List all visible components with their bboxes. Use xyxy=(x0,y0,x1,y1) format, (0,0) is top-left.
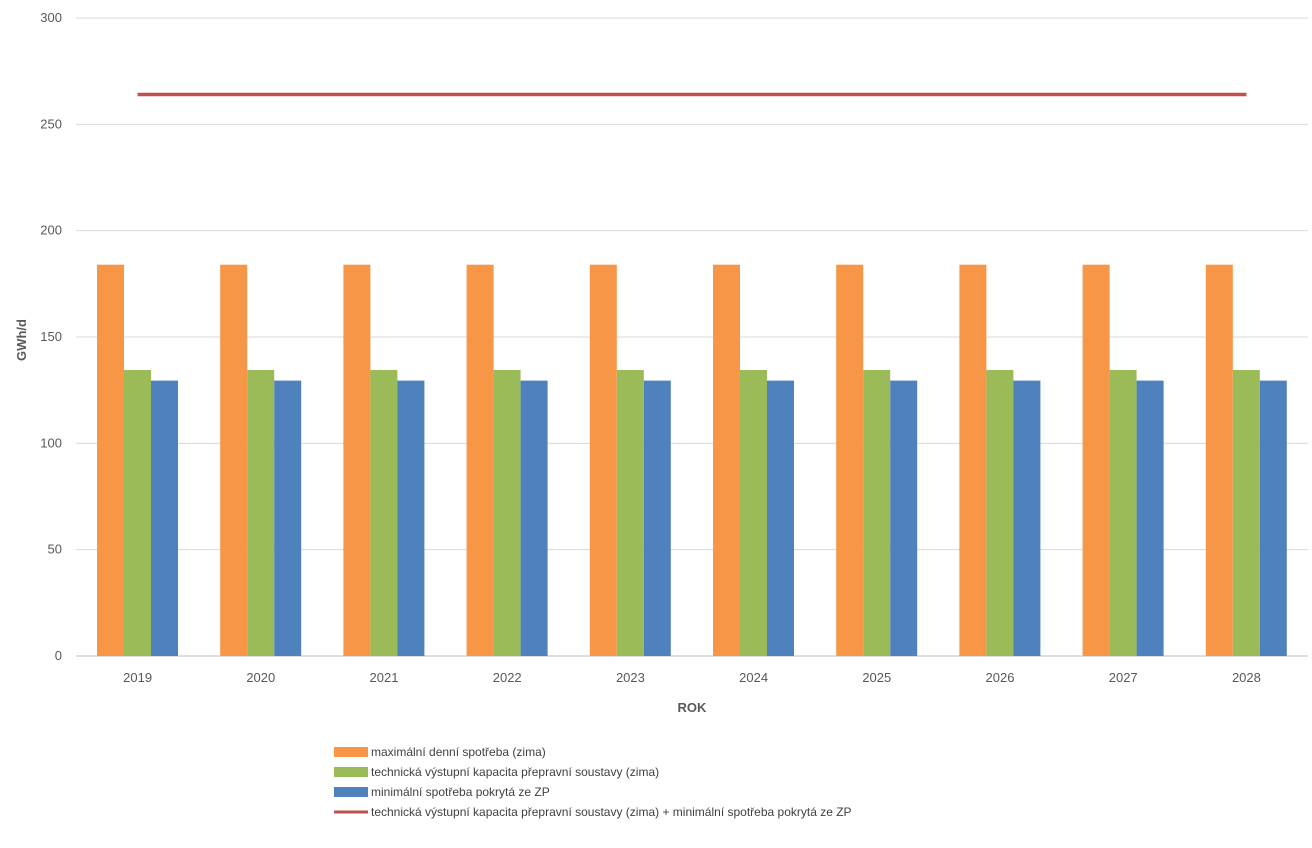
y-tick-label: 200 xyxy=(40,223,62,238)
bar-2020-series-3 xyxy=(274,380,302,656)
x-tick-label: 2021 xyxy=(370,670,399,685)
bar-2025-series-3 xyxy=(890,380,918,656)
x-axis-ticks: 2019 2020 2021 2022 2023 2024 2025 2026 2027 2028 xyxy=(123,670,1261,685)
bars xyxy=(97,264,1287,656)
bar-2026-series-2 xyxy=(986,369,1014,656)
bar-2027-series-2 xyxy=(1109,369,1137,656)
legend: maximální denní spotřeba (zima) technická… xyxy=(334,745,852,819)
legend-label-2: technická výstupní kapacita přepravní so… xyxy=(371,765,659,779)
bar-2024-series-1 xyxy=(713,264,740,656)
bar-2022-series-2 xyxy=(493,369,521,656)
legend-label-1: maximální denní spotřeba (zima) xyxy=(371,745,546,759)
bar-2019-series-3 xyxy=(151,380,178,656)
y-tick-label: 100 xyxy=(40,435,62,450)
x-tick-label: 2026 xyxy=(986,670,1015,685)
legend-swatch-2 xyxy=(334,767,368,777)
bar-2023-series-1 xyxy=(589,264,617,656)
bar-2023-series-3 xyxy=(643,380,671,656)
x-tick-label: 2025 xyxy=(862,670,891,685)
y-tick-label: 0 xyxy=(55,648,62,663)
legend-label-3: minimální spotřeba pokrytá ze ZP xyxy=(371,785,550,799)
y-tick-label: 50 xyxy=(48,542,62,557)
x-tick-label: 2024 xyxy=(739,670,768,685)
bar-2024-series-2 xyxy=(740,369,767,656)
bar-2028-series-1 xyxy=(1205,264,1233,656)
bar-2022-series-3 xyxy=(520,380,548,656)
legend-swatch-1 xyxy=(334,747,368,757)
bar-2028-series-2 xyxy=(1232,369,1260,656)
bar-2020-series-1 xyxy=(220,264,248,656)
x-tick-label: 2022 xyxy=(493,670,522,685)
x-tick-label: 2023 xyxy=(616,670,645,685)
x-tick-label: 2020 xyxy=(246,670,275,685)
bar-2021-series-1 xyxy=(343,264,371,656)
bar-2026-series-3 xyxy=(1013,380,1041,656)
bar-2022-series-1 xyxy=(466,264,494,656)
y-tick-label: 250 xyxy=(40,116,62,131)
x-axis-title: ROK xyxy=(678,700,708,715)
y-axis-title: GWh/d xyxy=(14,319,29,361)
y-tick-label: 150 xyxy=(40,329,62,344)
y-axis-ticks: 0 50 100 150 200 250 300 xyxy=(40,10,62,663)
bar-2027-series-3 xyxy=(1136,380,1164,656)
legend-swatch-3 xyxy=(334,787,368,797)
bar-2028-series-3 xyxy=(1259,380,1287,656)
bar-2019-series-1 xyxy=(97,264,124,656)
bar-2026-series-1 xyxy=(959,264,987,656)
bar-2025-series-1 xyxy=(836,264,864,656)
bar-2023-series-2 xyxy=(616,369,644,656)
bar-2027-series-1 xyxy=(1082,264,1110,656)
y-tick-label: 300 xyxy=(40,10,62,25)
bar-2020-series-2 xyxy=(247,369,275,656)
bar-2021-series-3 xyxy=(397,380,425,656)
bar-2025-series-2 xyxy=(863,369,891,656)
bar-2021-series-2 xyxy=(370,369,398,656)
x-tick-label: 2019 xyxy=(123,670,152,685)
x-tick-label: 2027 xyxy=(1109,670,1138,685)
bar-2024-series-3 xyxy=(767,380,794,656)
bar-2019-series-2 xyxy=(124,369,151,656)
x-tick-label: 2028 xyxy=(1232,670,1261,685)
legend-label-4: technická výstupní kapacita přepravní so… xyxy=(371,805,852,819)
